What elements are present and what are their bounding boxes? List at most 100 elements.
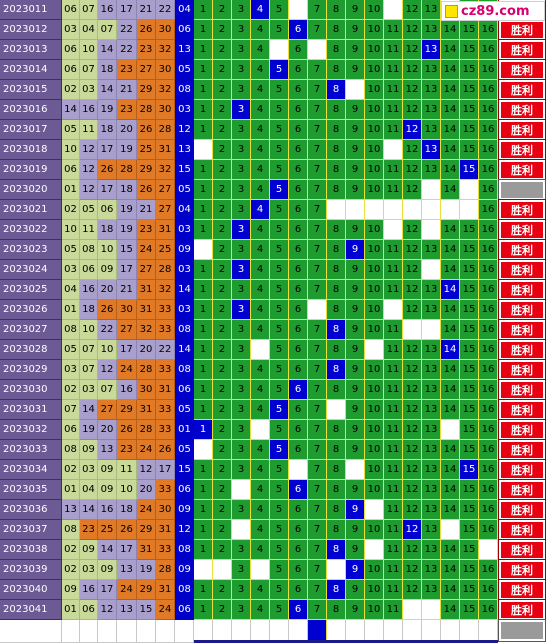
status-pending-box[interactable] — [498, 619, 546, 642]
grid-cell: 11 — [384, 540, 403, 560]
win-badge[interactable]: 胜利 — [498, 539, 546, 561]
grid-cell: 8 — [327, 440, 346, 460]
grid-cell: 11 — [384, 360, 403, 380]
win-badge[interactable]: 胜利 — [498, 559, 546, 581]
grid-cell: 5 — [270, 200, 289, 220]
grid-cell: 16 — [479, 380, 498, 400]
win-badge[interactable]: 胜利 — [498, 299, 546, 321]
grid-cell: 13 — [422, 580, 441, 600]
win-badge[interactable]: 胜利 — [498, 319, 546, 341]
win-badge[interactable]: 胜利 — [498, 279, 546, 301]
win-badge[interactable]: 胜利 — [498, 499, 546, 521]
red-ball-number: 30 — [156, 100, 175, 120]
grid-cell: 12 — [403, 80, 422, 100]
blue-ball-number: 08 — [175, 320, 194, 340]
grid-cell: 10 — [365, 160, 384, 180]
red-ball-number: 31 — [137, 280, 156, 300]
red-ball-number: 14 — [98, 80, 117, 100]
grid-cell: 3 — [232, 80, 251, 100]
grid-cell: 12 — [403, 380, 422, 400]
red-ball-number: 10 — [117, 480, 137, 500]
win-badge[interactable]: 胜利 — [498, 359, 546, 381]
grid-cell-empty — [479, 540, 498, 560]
red-ball-number: 19 — [117, 140, 137, 160]
grid-cell-empty — [403, 200, 422, 220]
grid-cell: 9 — [346, 100, 365, 120]
grid-cell: 12 — [403, 140, 422, 160]
win-badge[interactable]: 胜利 — [498, 379, 546, 401]
grid-cell-empty — [365, 200, 384, 220]
grid-cell: 7 — [308, 600, 327, 620]
red-ball-number: 21 — [137, 200, 156, 220]
win-badge[interactable]: 胜利 — [498, 99, 546, 121]
issue-number: 2023014 — [0, 60, 62, 80]
win-badge[interactable]: 胜利 — [498, 139, 546, 161]
grid-cell: 6 — [289, 60, 308, 80]
grid-cell: 10 — [365, 360, 384, 380]
grid-cell: 11 — [384, 600, 403, 620]
grid-cell: 4 — [251, 400, 270, 420]
grid-cell: 7 — [308, 560, 327, 580]
win-badge[interactable]: 胜利 — [498, 519, 546, 541]
grid-cell: 15 — [460, 120, 479, 140]
grid-cell: 4 — [251, 540, 270, 560]
grid-cell: 6 — [289, 560, 308, 580]
grid-cell: 8 — [327, 300, 346, 320]
grid-cell: 8 — [327, 220, 346, 240]
site-logo[interactable]: cz89.com — [441, 1, 545, 21]
win-badge[interactable]: 胜利 — [498, 339, 546, 361]
win-badge[interactable]: 胜利 — [498, 199, 546, 221]
grid-cell: 10 — [365, 600, 384, 620]
grid-cell: 10 — [365, 420, 384, 440]
grid-cell-empty — [308, 40, 327, 60]
win-badge[interactable]: 胜利 — [498, 439, 546, 461]
grid-cell: 12 — [403, 460, 422, 480]
win-badge[interactable]: 胜利 — [498, 119, 546, 141]
issue-number: 2023018 — [0, 140, 62, 160]
issue-number: 2023038 — [0, 540, 62, 560]
win-badge[interactable]: 胜利 — [498, 259, 546, 281]
grid-cell: 10 — [365, 180, 384, 200]
grid-cell-empty — [441, 520, 460, 540]
win-badge[interactable]: 胜利 — [498, 599, 546, 621]
win-badge[interactable]: 胜利 — [498, 419, 546, 441]
grid-cell: 12 — [403, 500, 422, 520]
win-badge[interactable]: 胜利 — [498, 239, 546, 261]
grid-cell-empty — [251, 560, 270, 580]
win-badge[interactable]: 胜利 — [498, 459, 546, 481]
grid-cell: 13 — [422, 520, 441, 540]
grid-cell-empty — [441, 420, 460, 440]
win-badge[interactable]: 胜利 — [498, 219, 546, 241]
win-badge[interactable]: 胜利 — [498, 399, 546, 421]
grid-cell: 8 — [327, 480, 346, 500]
grid-cell: 11 — [384, 440, 403, 460]
win-badge[interactable]: 胜利 — [498, 19, 546, 41]
win-badge[interactable]: 胜利 — [498, 59, 546, 81]
grid-cell: 15 — [460, 580, 479, 600]
grid-cell: 4 — [251, 460, 270, 480]
win-badge[interactable]: 胜利 — [498, 79, 546, 101]
grid-cell: 11 — [384, 500, 403, 520]
win-badge[interactable]: 胜利 — [498, 159, 546, 181]
grid-cell: 14 — [441, 480, 460, 500]
grid-cell: 6 — [289, 320, 308, 340]
red-ball-number: 10 — [98, 240, 117, 260]
red-ball-number: 04 — [62, 280, 80, 300]
status-pending-box[interactable] — [498, 179, 546, 201]
red-ball-number: 13 — [62, 500, 80, 520]
grid-cell-empty — [346, 460, 365, 480]
grid-cell: 14 — [441, 460, 460, 480]
grid-cell: 3 — [232, 460, 251, 480]
grid-cell: 13 — [422, 300, 441, 320]
win-badge[interactable]: 胜利 — [498, 579, 546, 601]
empty-row-cell — [98, 620, 117, 643]
grid-cell: 16 — [479, 520, 498, 540]
grid-cell-hit: 8 — [327, 320, 346, 340]
red-ball-number: 19 — [117, 200, 137, 220]
grid-cell: 12 — [403, 360, 422, 380]
win-badge[interactable]: 胜利 — [498, 39, 546, 61]
red-ball-number: 22 — [98, 320, 117, 340]
grid-cell-empty — [194, 560, 213, 580]
win-badge[interactable]: 胜利 — [498, 479, 546, 501]
grid-cell: 6 — [289, 220, 308, 240]
